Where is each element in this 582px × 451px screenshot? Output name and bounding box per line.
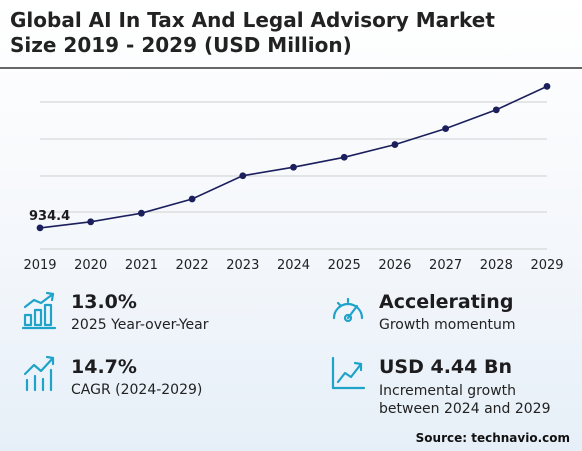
data-point-2027 [442,125,449,132]
stat-incremental-label: Incremental growth between 2024 and 2029 [379,382,551,418]
stat-yoy-label: 2025 Year-over-Year [71,317,209,333]
stat-cagr: 14.7% CAGR (2024-2029) [22,352,302,398]
data-point-2025 [340,153,348,161]
stat-incremental-label-line-1: Incremental growth [379,383,517,399]
title-divider [0,67,582,69]
stat-incremental: USD 4.44 Bn Incremental growth between 2… [330,352,575,422]
speedometer-icon [332,297,364,323]
stat-incremental-value: USD 4.44 Bn [379,356,512,378]
series-line [39,85,548,229]
line-chart: 2019 2020 2021 2022 2023 2024 2025 2026 2027 2028… [23,82,564,273]
data-point-2029 [543,82,551,90]
stat-incremental-label-line-2: between 2024 and 2029 [379,401,551,417]
stat-momentum-value: Accelerating [379,291,514,313]
stat-momentum-label: Growth momentum [379,317,516,333]
bar-chart-rising-icon [22,291,57,330]
stat-yoy-value: 13.0% [71,291,137,313]
data-point-2024 [290,163,297,171]
x-tick-2029: 2029 [530,258,563,273]
x-tick-2027: 2027 [429,258,462,273]
x-tick-2025: 2025 [328,258,361,273]
data-point-2019 [36,224,44,232]
x-tick-2024: 2024 [277,258,310,273]
bars-trend-line-icon [23,355,55,392]
data-point-2021 [138,209,145,217]
chart-title: Global AI In Tax And Legal Advisory Mark… [10,8,575,58]
stat-cagr-value: 14.7% [71,356,137,378]
line-chart-icon [331,356,366,390]
stat-cagr-label: CAGR (2024-2029) [71,382,203,398]
x-tick-2028: 2028 [480,258,513,273]
x-tick-2022: 2022 [176,258,209,273]
x-tick-2020: 2020 [74,258,107,273]
stat-momentum: Accelerating Growth momentum [330,290,570,335]
data-point-2022 [188,195,196,203]
data-point-2028 [492,106,500,114]
title-line-1: Global AI In Tax And Legal Advisory Mark… [10,8,495,32]
x-tick-2026: 2026 [378,258,411,273]
source-credit: Source: technavio.com [415,431,570,445]
data-point-2023 [239,172,247,180]
stat-yoy: 13.0% 2025 Year-over-Year [22,290,302,335]
data-label: 934.4 [29,209,70,224]
x-tick-2023: 2023 [226,258,259,273]
x-tick-2021: 2021 [125,258,158,273]
title-line-2: Size 2019 - 2029 (USD Million) [10,33,352,57]
x-tick-2019: 2019 [23,258,56,273]
data-point-2026 [391,141,399,148]
data-point-2020 [87,218,95,226]
